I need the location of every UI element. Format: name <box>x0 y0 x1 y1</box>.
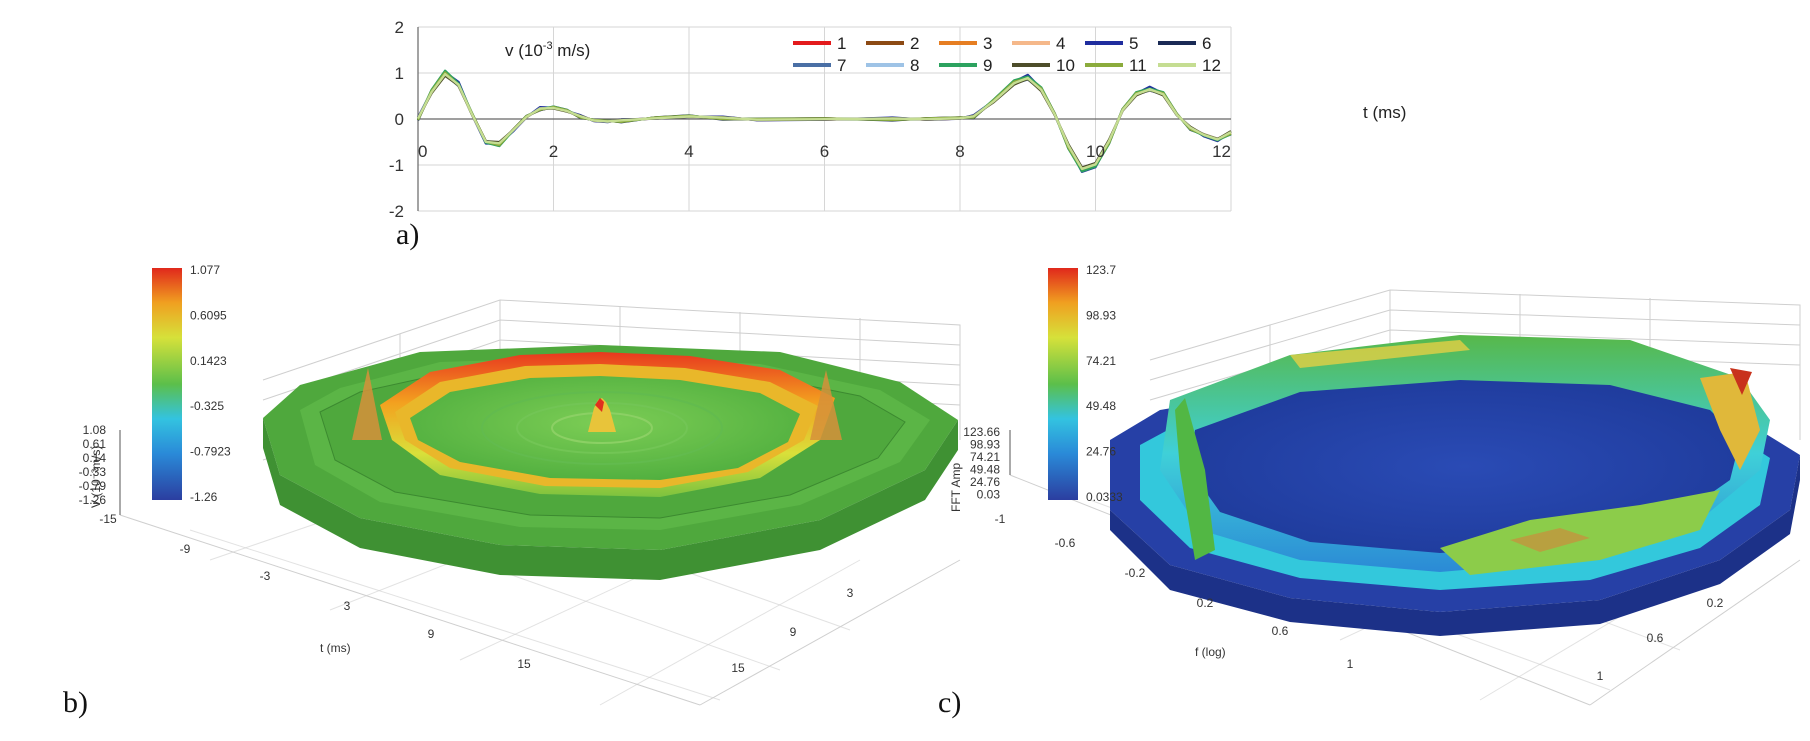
x-tick-label: 0 <box>418 142 427 161</box>
y-tick-label: -2 <box>389 202 404 221</box>
colorbar-c-label: 49.48 <box>1086 399 1116 413</box>
series-line-12 <box>416 72 1232 171</box>
surface-b-zticks: 1.080.610.14-0.33-0.79-1.26 <box>79 423 107 507</box>
legend-label-8: 8 <box>910 56 919 75</box>
legend-label-2: 2 <box>910 34 919 53</box>
x-tick-label: -1 <box>995 512 1006 526</box>
y-tick-label: 1 <box>395 64 404 83</box>
panel-label-c: c) <box>938 686 961 719</box>
colorbar-b-label: 0.1423 <box>190 354 227 368</box>
colorbar-c-label: 74.21 <box>1086 354 1116 368</box>
z-tick-label: 0.14 <box>83 451 107 465</box>
legend-label-10: 10 <box>1056 56 1075 75</box>
surface-c-xlabel: f (log) <box>1195 645 1226 659</box>
surface-c-xticks: -1 -0.6 -0.2 0.2 0.6 1 <box>995 512 1354 671</box>
line-chart-xlabel: t (ms) <box>1363 103 1406 122</box>
colorbar-c <box>1048 268 1078 500</box>
x-tick-label: -9 <box>180 542 191 556</box>
y-tick-label: 0 <box>395 110 404 129</box>
line-chart-legend: 1 2 3 4 5 67 8 9 10 11 12 <box>793 34 1221 75</box>
legend-label-6: 6 <box>1202 34 1211 53</box>
surface-b-yticks: 3 9 15 <box>731 586 853 675</box>
colorbar-b-label: -1.26 <box>190 490 218 504</box>
x-tick-label: 0.2 <box>1197 596 1214 610</box>
x-tick-label: -15 <box>99 512 117 526</box>
surface-b-xlabel: t (ms) <box>320 641 351 655</box>
line-chart-series <box>416 69 1232 174</box>
z-tick-label: -0.33 <box>79 465 107 479</box>
colorbar-b <box>152 268 182 500</box>
surface-b-body <box>263 345 958 580</box>
x-tick-label: -0.2 <box>1125 566 1146 580</box>
panel-label-b: b) <box>63 686 88 719</box>
colorbar-b-label: 1.077 <box>190 263 220 277</box>
colorbar-c-label: 123.7 <box>1086 263 1116 277</box>
legend-label-12: 12 <box>1202 56 1221 75</box>
y-tick-label: 0.6 <box>1647 631 1664 645</box>
colorbar-c-label: 24.76 <box>1086 445 1116 459</box>
colorbar-b-label: 0.6095 <box>190 308 227 322</box>
z-tick-label: 49.48 <box>970 463 1000 477</box>
surface-b-zlabel: V (10⁻³m/s) <box>89 446 103 508</box>
z-tick-label: 1.08 <box>83 423 107 437</box>
colorbar-b-labels: 1.077 0.6095 0.1423 -0.325 -0.7923 -1.26 <box>190 263 231 504</box>
legend-label-1: 1 <box>837 34 846 53</box>
colorbar-c-labels: 123.7 98.93 74.21 49.48 24.76 0.0333 <box>1086 263 1123 504</box>
x-tick-label: 6 <box>820 142 829 161</box>
x-tick-label: 12 <box>1212 142 1231 161</box>
panel-label-a: a) <box>396 218 419 251</box>
x-tick-label: 15 <box>517 657 531 671</box>
y-tick-label: 1 <box>1597 669 1604 683</box>
y-tick-label: -1 <box>389 156 404 175</box>
colorbar-b-label: -0.325 <box>190 399 224 413</box>
x-tick-label: 3 <box>344 599 351 613</box>
x-tick-label: -0.6 <box>1055 536 1076 550</box>
surface-plot-b: 1.077 0.6095 0.1423 -0.325 -0.7923 -1.26 1.08… <box>63 263 961 719</box>
surface-c-zlabel: FFT Amp <box>949 463 963 512</box>
z-tick-label: 0.03 <box>977 488 1001 502</box>
legend-label-5: 5 <box>1129 34 1138 53</box>
x-tick-label: 8 <box>955 142 964 161</box>
legend-label-3: 3 <box>983 34 992 53</box>
z-tick-label: 0.61 <box>83 437 107 451</box>
z-tick-label: 24.76 <box>970 475 1000 489</box>
y-tick-label: 0.2 <box>1707 596 1724 610</box>
legend-label-7: 7 <box>837 56 846 75</box>
y-tick-label: 15 <box>731 661 745 675</box>
colorbar-c-label: 0.0333 <box>1086 490 1123 504</box>
colorbar-b-label: -0.7923 <box>190 445 231 459</box>
z-tick-label: -0.79 <box>79 479 107 493</box>
y-tick-label: 9 <box>790 625 797 639</box>
x-tick-label: 9 <box>428 627 435 641</box>
x-tick-label: 4 <box>684 142 693 161</box>
x-tick-label: 0.6 <box>1272 624 1289 638</box>
z-tick-label: 74.21 <box>970 450 1000 464</box>
legend-label-9: 9 <box>983 56 992 75</box>
x-tick-label: 1 <box>1347 657 1354 671</box>
colorbar-c-label: 98.93 <box>1086 308 1116 322</box>
surface-c-body <box>1110 335 1800 636</box>
surface-c-yticks: 0.2 0.6 1 <box>1597 596 1724 683</box>
surface-b-xticks: -15 -9 -3 3 9 15 <box>99 512 531 671</box>
legend-label-11: 11 <box>1129 56 1147 75</box>
x-tick-label: 10 <box>1086 142 1105 161</box>
line-chart-ylabel: v (10-3 m/s) <box>505 40 590 60</box>
x-tick-label: 2 <box>549 142 558 161</box>
z-tick-label: -1.26 <box>79 493 107 507</box>
z-tick-label: 123.66 <box>963 425 1000 439</box>
x-tick-label: -3 <box>260 569 271 583</box>
z-tick-label: 98.93 <box>970 438 1000 452</box>
y-tick-label: 3 <box>847 586 854 600</box>
y-tick-label: 2 <box>395 18 404 37</box>
legend-label-4: 4 <box>1056 34 1065 53</box>
